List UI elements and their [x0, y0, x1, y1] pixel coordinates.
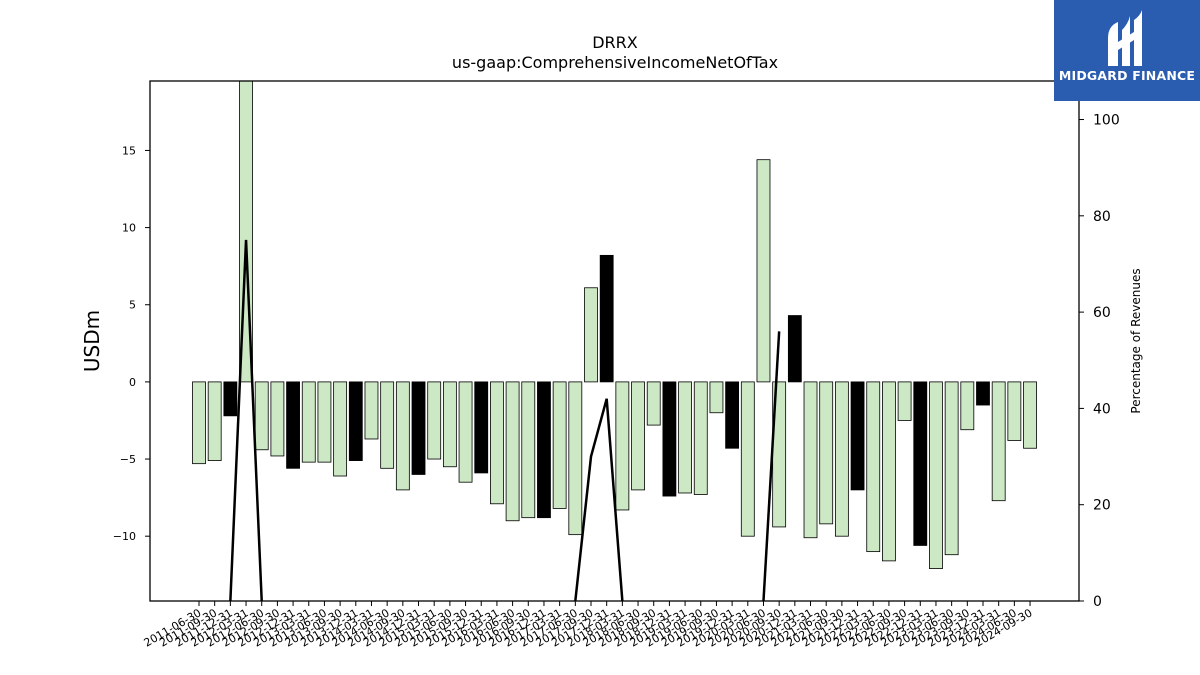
bar — [693, 381, 708, 495]
line-series — [229, 239, 781, 601]
y-axis-right: 0 20 40 60 80 100 — [1079, 113, 1120, 610]
y-tick-label: −5 — [120, 453, 136, 466]
bar — [991, 381, 1006, 502]
bar — [615, 381, 630, 511]
bar — [803, 381, 818, 539]
bar — [709, 381, 724, 414]
bar — [960, 381, 975, 431]
y2-tick-label: 100 — [1093, 113, 1120, 129]
bar — [631, 381, 645, 491]
bar — [505, 381, 520, 522]
bar — [913, 381, 928, 546]
line-series-path — [229, 239, 263, 601]
brand-logo: MIDGARD FINANCE — [1054, 0, 1200, 101]
bar — [1007, 381, 1022, 441]
bar — [662, 381, 677, 497]
y-tick-label: 15 — [122, 144, 136, 157]
bar — [976, 381, 990, 406]
bar — [866, 381, 881, 553]
bar — [348, 381, 363, 461]
bar — [882, 381, 896, 562]
y-axis-label: USDm — [80, 310, 104, 372]
bar — [819, 381, 834, 525]
bar — [301, 381, 316, 463]
logo-text: MIDGARD FINANCE — [1058, 68, 1196, 83]
plot-frame — [149, 80, 1080, 602]
bars — [192, 81, 1037, 570]
y2-tick-label: 60 — [1093, 305, 1111, 321]
bar — [442, 381, 457, 468]
bar — [317, 381, 332, 463]
bar — [286, 381, 300, 469]
bar — [897, 381, 912, 421]
y2-tick-label: 0 — [1093, 594, 1102, 610]
x-axis: 2011-06-302011-09-302011-12-312012-03-31… — [142, 601, 1035, 650]
y2-tick-label: 20 — [1093, 498, 1111, 514]
midgard-logo-icon — [1108, 10, 1142, 66]
y-tick-label: −10 — [113, 530, 136, 543]
bar — [834, 381, 849, 537]
bar — [584, 287, 598, 383]
y-tick-label: 10 — [122, 222, 136, 235]
bar — [756, 159, 771, 383]
y2-tick-label: 40 — [1093, 401, 1111, 417]
y2-tick-label: 80 — [1093, 209, 1111, 225]
bar — [474, 381, 489, 474]
bar — [740, 381, 755, 537]
bar — [223, 381, 238, 417]
bar — [254, 381, 269, 451]
line-series-path — [574, 398, 624, 601]
line-series-path — [762, 331, 781, 601]
y-tick-label: 5 — [129, 299, 136, 312]
bar — [458, 381, 473, 483]
bar — [411, 381, 426, 475]
y-axis-left: −10 −5 0 5 10 15 — [113, 144, 150, 543]
bar — [1023, 381, 1037, 449]
bar — [537, 381, 551, 519]
bar — [364, 381, 379, 440]
bar — [944, 381, 959, 556]
bar — [380, 381, 395, 469]
bar — [395, 381, 410, 491]
bar — [678, 381, 692, 494]
bar — [490, 381, 504, 505]
bar — [207, 381, 222, 461]
bar — [427, 381, 442, 460]
bar — [599, 254, 614, 383]
bar — [787, 315, 802, 383]
y-tick-label: 0 — [129, 376, 136, 389]
bar — [646, 381, 661, 426]
bar — [552, 381, 567, 509]
bar — [850, 381, 865, 491]
chart-subtitle: us-gaap:ComprehensiveIncomeNetOfTax — [452, 53, 778, 72]
bar — [521, 381, 536, 519]
bar — [192, 381, 206, 465]
y2-axis-label: Percentage of Revenues — [1129, 268, 1143, 413]
bar — [333, 381, 348, 477]
bar — [270, 381, 285, 457]
chart-title: DRRX — [592, 33, 638, 52]
bar — [568, 381, 583, 536]
bar — [725, 381, 740, 449]
bar — [929, 381, 943, 570]
